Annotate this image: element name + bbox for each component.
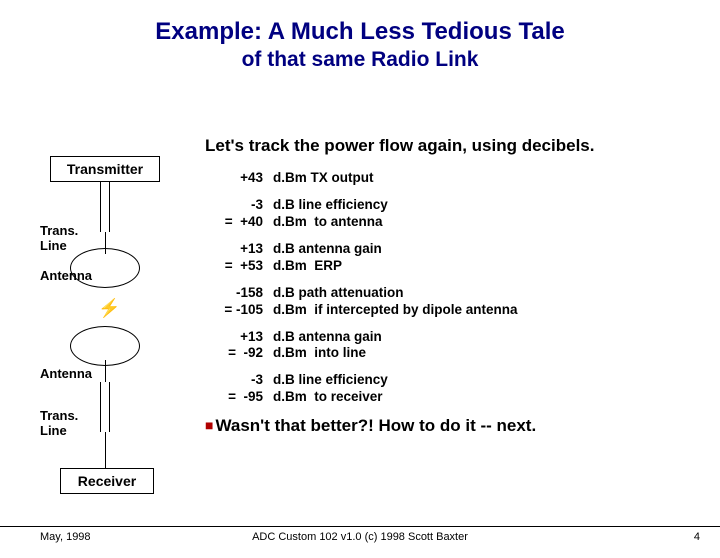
footer-center: ADC Custom 102 v1.0 (c) 1998 Scott Baxte…	[0, 531, 720, 543]
receiver-box: Receiver	[60, 468, 154, 494]
row-nums: -3 = -95	[205, 372, 273, 406]
row-nums: -3 = +40	[205, 197, 273, 231]
row-nums: +13 = -92	[205, 329, 273, 363]
transmitter-box: Transmitter	[50, 156, 160, 182]
antenna-2-stem	[105, 360, 106, 382]
closing-line: ■Wasn't that better?! How to do it -- ne…	[205, 416, 705, 436]
row-nums: +43	[205, 170, 273, 187]
receiver-stem	[105, 432, 106, 468]
trans-line-2-label: Trans. Line	[40, 408, 78, 438]
power-row: +43d.Bm TX output	[205, 170, 705, 187]
antenna-1-label: Antenna	[40, 268, 92, 283]
power-row: -3 = -95d.B line efficiency d.Bm to rece…	[205, 372, 705, 406]
footer: May, 1998 ADC Custom 102 v1.0 (c) 1998 S…	[0, 526, 720, 548]
row-desc: d.B line efficiency d.Bm to antenna	[273, 197, 388, 231]
row-nums: +13 = +53	[205, 241, 273, 275]
power-row: -158 = -105d.B path attenuation d.Bm if …	[205, 285, 705, 319]
title-line2: of that same Radio Link	[0, 48, 720, 72]
power-rows: +43d.Bm TX output -3 = +40d.B line effic…	[205, 170, 705, 406]
row-desc: d.B antenna gain d.Bm into line	[273, 329, 382, 363]
antenna-2-label: Antenna	[40, 366, 92, 381]
title-line1: Example: A Much Less Tedious Tale	[0, 18, 720, 46]
row-desc: d.B antenna gain d.Bm ERP	[273, 241, 382, 275]
power-row: -3 = +40d.B line efficiency d.Bm to ante…	[205, 197, 705, 231]
power-row: +13 = +53d.B antenna gain d.Bm ERP	[205, 241, 705, 275]
text-column: Let's track the power flow again, using …	[205, 128, 705, 436]
bullet-icon: ■	[205, 417, 213, 433]
power-row: +13 = -92d.B antenna gain d.Bm into line	[205, 329, 705, 363]
row-nums: -158 = -105	[205, 285, 273, 319]
lead-text: Let's track the power flow again, using …	[205, 136, 705, 156]
row-desc: d.Bm TX output	[273, 170, 373, 187]
row-desc: d.B line efficiency d.Bm to receiver	[273, 372, 388, 406]
closing-text: Wasn't that better?! How to do it -- nex…	[215, 416, 536, 435]
trans-line-1-label: Trans. Line	[40, 223, 78, 253]
trans-line-1-shape	[100, 182, 110, 232]
trans-line-2-shape	[100, 382, 110, 432]
footer-right: 4	[694, 531, 700, 543]
lightning-icon: ⚡	[98, 298, 120, 319]
diagram-column: Transmitter Trans. Line Antenna ⚡ Antenn…	[40, 128, 200, 508]
content-area: Transmitter Trans. Line Antenna ⚡ Antenn…	[0, 128, 720, 508]
row-desc: d.B path attenuation d.Bm if intercepted…	[273, 285, 518, 319]
